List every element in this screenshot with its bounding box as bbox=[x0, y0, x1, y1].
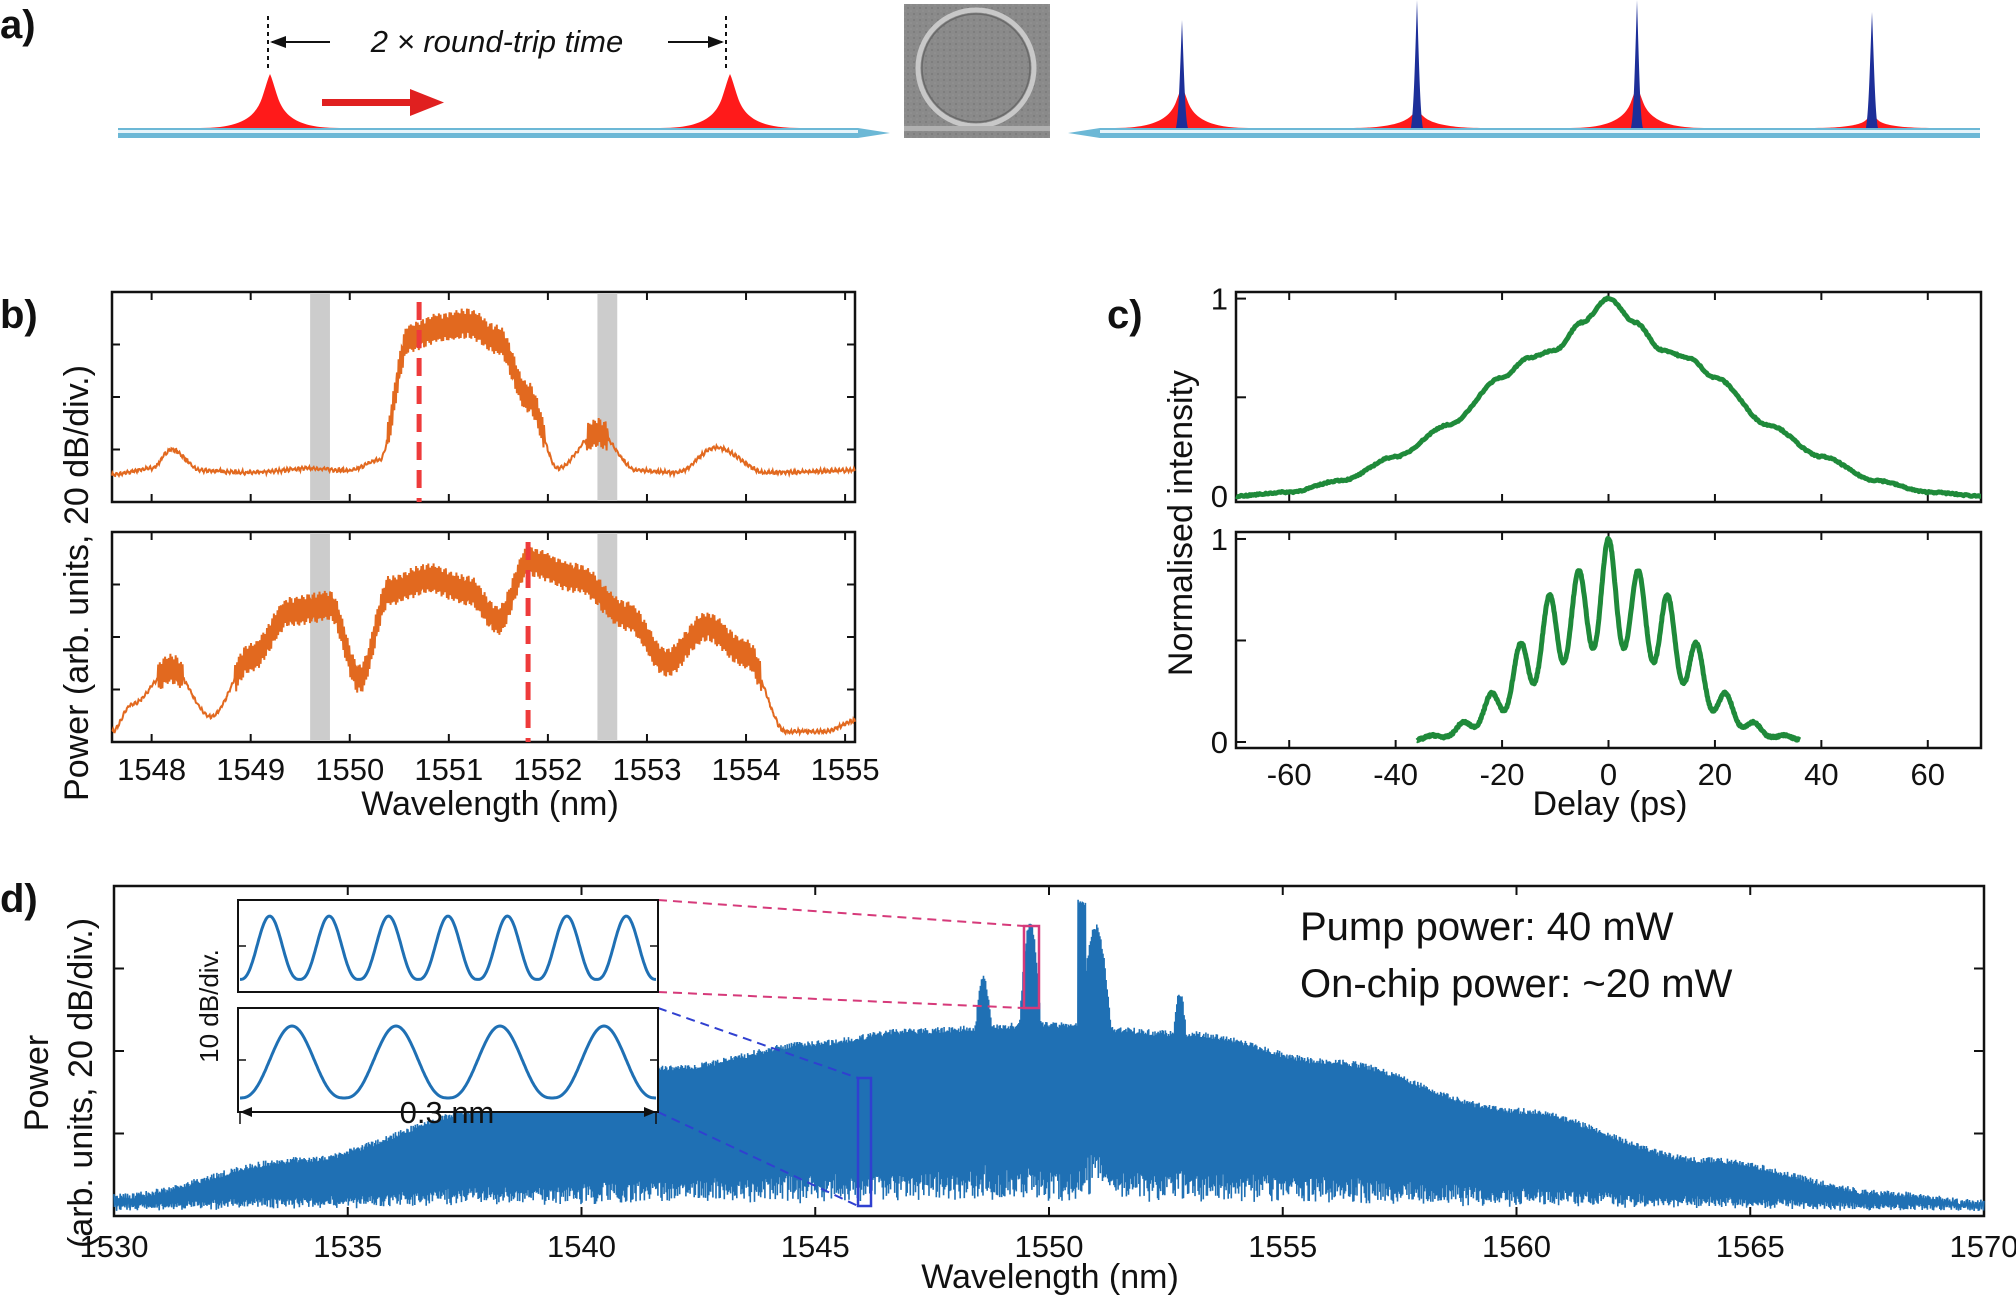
panel-c-autocorrelation: 01 01 -60 -40 -20 0 20 40 60 Delay (ps) bbox=[1211, 282, 1983, 823]
span-arrow-right-icon bbox=[644, 1107, 656, 1117]
zoom-box-edge-region bbox=[856, 1076, 873, 1208]
panel-d-comb-spectrum: 1530 1535 1540 1545 1550 1555 1560 1565 1570 Wav… bbox=[80, 884, 2016, 1296]
pump-power-annotation: Pump power: 40 mW bbox=[1300, 905, 1674, 949]
arrow-head-right-icon bbox=[708, 36, 724, 48]
x-tick-label: 1553 bbox=[612, 752, 681, 787]
round-trip-annotation: 2 × round-trip time bbox=[370, 24, 623, 59]
output-pulse-3 bbox=[1570, 0, 1704, 128]
panel-c-label: c) bbox=[1107, 293, 1143, 337]
x-tick-label: -60 bbox=[1267, 757, 1312, 792]
waveguide-taper-right bbox=[1068, 128, 1100, 138]
panel-b-spectra: 1548 1549 1550 1551 1552 1553 1554 1555 Wavelen… bbox=[110, 290, 880, 823]
panel-b-x-tick-labels: 1548 1549 1550 1551 1552 1553 1554 1555 bbox=[117, 752, 879, 787]
panel-c-xlabel: Delay (ps) bbox=[1533, 785, 1688, 823]
waveguide-highlight bbox=[118, 130, 858, 133]
panel-c-x-tick-labels: -60 -40 -20 0 20 40 60 bbox=[1267, 757, 1945, 792]
panel-a-label: a) bbox=[0, 3, 36, 47]
panel-b-bottom-gray-bands bbox=[310, 533, 618, 741]
panel-d-label: d) bbox=[0, 877, 38, 921]
microring-resonator-icon bbox=[904, 4, 1050, 138]
x-tick-label: 60 bbox=[1911, 757, 1945, 792]
panel-c-top-plot-frame bbox=[1234, 290, 1983, 504]
panel-c-bottom-ticks: 01 bbox=[1211, 522, 1929, 760]
panel-d-x-tick-labels: 1530 1535 1540 1545 1550 1555 1560 1565 1570 bbox=[80, 1229, 2016, 1264]
zoom-box-pump-region bbox=[1022, 924, 1041, 1010]
output-pulse-4 bbox=[1810, 12, 1934, 128]
panel-c-ylabel: Normalised intensity bbox=[1162, 370, 1200, 676]
panel-c-bottom-plot-frame bbox=[1234, 530, 1983, 750]
x-tick-label: 1535 bbox=[313, 1229, 382, 1264]
panel-b-bottom-plot-frame bbox=[110, 530, 857, 744]
x-tick-label: -20 bbox=[1480, 757, 1525, 792]
waveguide-taper-left bbox=[858, 128, 890, 138]
panel-d-xlabel: Wavelength (nm) bbox=[921, 1258, 1179, 1296]
x-tick-label: 1550 bbox=[1015, 1229, 1084, 1264]
inset-top-comb-line bbox=[240, 914, 656, 981]
panel-b-bottom-spectrum-line bbox=[111, 547, 856, 737]
panel-b-bottom-ticks bbox=[112, 532, 855, 742]
x-tick-label: 1565 bbox=[1716, 1229, 1785, 1264]
panel-c-top-autocorr-line bbox=[1234, 295, 1983, 500]
output-pulse-2 bbox=[1350, 0, 1484, 128]
panel-d-ylabel-line1: Power bbox=[18, 1035, 56, 1131]
input-pulse-2 bbox=[660, 74, 800, 128]
y-tick-label: 1 bbox=[1211, 282, 1228, 317]
y-tick-label: 1 bbox=[1211, 522, 1228, 557]
y-tick-label: 0 bbox=[1211, 479, 1228, 514]
panel-d-ylabel-line2: (arb. units, 20 dB/div.) bbox=[62, 918, 100, 1248]
panel-b-top-ticks bbox=[112, 292, 855, 502]
inset-ticks bbox=[238, 945, 658, 1061]
x-tick-label: 1552 bbox=[513, 752, 582, 787]
y-tick-label: 0 bbox=[1211, 725, 1228, 760]
inset-connector-blue-bottom bbox=[657, 1111, 859, 1207]
x-tick-label: 1540 bbox=[547, 1229, 616, 1264]
panel-c-bottom-autocorr-line bbox=[1414, 535, 1803, 744]
panel-b-label: b) bbox=[0, 293, 38, 337]
arrow-head-left-icon bbox=[270, 36, 286, 48]
inset-ylabel: 10 dB/div. bbox=[194, 949, 224, 1063]
panel-c-top-ticks: 01 bbox=[1211, 282, 1929, 514]
x-tick-label: 20 bbox=[1698, 757, 1732, 792]
on-chip-power-annotation: On-chip power: ~20 mW bbox=[1300, 962, 1733, 1006]
panel-b-top-gray-bands bbox=[310, 293, 618, 501]
x-tick-label: 1548 bbox=[117, 752, 186, 787]
inset-connector-magenta-top bbox=[657, 899, 1025, 927]
gray-band bbox=[310, 533, 330, 741]
inset-bottom-comb-line bbox=[240, 1024, 656, 1100]
panel-d-ticks bbox=[113, 886, 1985, 1216]
right-arrow-icon bbox=[322, 89, 444, 116]
x-tick-label: 1530 bbox=[80, 1229, 149, 1264]
inset-connector-magenta-bottom bbox=[657, 991, 1025, 1009]
x-tick-label: 1545 bbox=[781, 1229, 850, 1264]
x-tick-label: 1570 bbox=[1950, 1229, 2016, 1264]
x-tick-label: 1551 bbox=[414, 752, 483, 787]
x-tick-label: 1550 bbox=[315, 752, 384, 787]
output-pulse-1 bbox=[1115, 20, 1249, 128]
inset-span-label: 0.3 nm bbox=[400, 1095, 495, 1130]
input-pulse-1 bbox=[200, 74, 340, 128]
panel-b-top-spectrum-line bbox=[111, 308, 856, 479]
gray-band bbox=[310, 293, 330, 501]
waveguide-highlight bbox=[1100, 130, 1980, 133]
x-tick-label: 1555 bbox=[811, 752, 880, 787]
panel-d-comb-line bbox=[113, 899, 1985, 1211]
panel-b-ylabel: Power (arb. units, 20 dB/div.) bbox=[58, 365, 96, 801]
x-tick-label: 1555 bbox=[1248, 1229, 1317, 1264]
span-arrow-left-icon bbox=[240, 1107, 252, 1117]
x-tick-label: 1554 bbox=[712, 752, 781, 787]
x-tick-label: 40 bbox=[1804, 757, 1838, 792]
gray-band bbox=[597, 293, 618, 501]
x-tick-label: 0 bbox=[1600, 757, 1617, 792]
panel-a-schematic: 2 × round-trip time bbox=[118, 0, 1980, 138]
gray-band bbox=[597, 533, 618, 741]
x-tick-label: 1560 bbox=[1482, 1229, 1551, 1264]
panel-b-xlabel: Wavelength (nm) bbox=[361, 785, 619, 823]
x-tick-label: -40 bbox=[1373, 757, 1418, 792]
x-tick-label: 1549 bbox=[216, 752, 285, 787]
inset-connector-blue-top bbox=[657, 1007, 859, 1079]
